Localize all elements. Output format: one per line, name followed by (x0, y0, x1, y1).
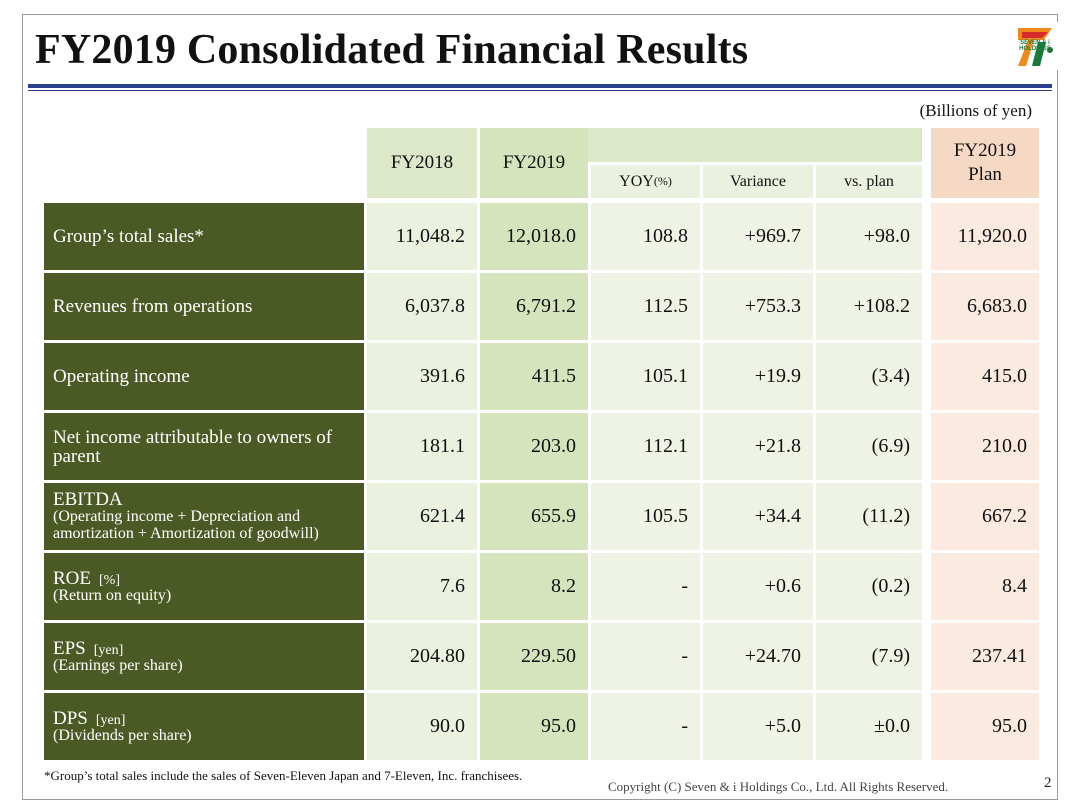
row-label-main: Net income attributable to owners of par… (53, 426, 333, 467)
row-label-main: Operating income (53, 366, 190, 387)
header-fy2019: FY2019 (480, 128, 588, 198)
title-rule-thin (28, 90, 1052, 91)
row-label-unit: [%] (99, 572, 120, 588)
cell-vs-plan: (11.2) (816, 483, 922, 550)
cell-plan: 6,683.0 (931, 273, 1039, 340)
cell-fy2018: 6,037.8 (367, 273, 477, 340)
cell-plan: 237.41 (931, 623, 1039, 690)
header-yoy-unit: (%) (653, 174, 672, 188)
cell-fy2018: 7.6 (367, 553, 477, 620)
cell-variance: +5.0 (703, 693, 813, 760)
cell-variance: +21.8 (703, 413, 813, 480)
row-label-sub: (Return on equity) (53, 586, 172, 604)
seven-i-holdings-logo (1010, 22, 1060, 70)
table-row: EPS [yen] (Earnings per share) 204.80 229.… (44, 623, 1039, 690)
table-row: Operating income 391.6 411.5 105.1 +19.9… (44, 343, 1039, 410)
cell-vs-plan: (7.9) (816, 623, 922, 690)
cell-plan: 667.2 (931, 483, 1039, 550)
row-label-sub: (Earnings per share) (53, 656, 183, 674)
row-label: Group’s total sales* (44, 203, 364, 270)
cell-yoy: 112.5 (591, 273, 700, 340)
copyright: Copyright (C) Seven & i Holdings Co., Lt… (608, 779, 949, 794)
cell-fy2019: 655.9 (480, 483, 588, 550)
row-label-sub: (Operating income + Depreciation and amo… (53, 508, 319, 542)
cell-variance: +24.70 (703, 623, 813, 690)
cell-fy2018: 391.6 (367, 343, 477, 410)
header-plan-line1: FY2019 (953, 140, 1017, 162)
cell-fy2018: 204.80 (367, 623, 477, 690)
row-label: EPS [yen] (Earnings per share) (44, 623, 364, 690)
row-label: Revenues from operations (44, 273, 364, 340)
footnote: *Group’s total sales include the sales o… (44, 768, 523, 783)
cell-plan: 8.4 (931, 553, 1039, 620)
cell-vs-plan: ±0.0 (816, 693, 922, 760)
header-plan-line2: Plan (968, 164, 1002, 185)
page-number: 2 (1044, 775, 1052, 791)
cell-yoy: - (591, 693, 700, 760)
table-row: EBITDA (Operating income + Depreciation a… (44, 483, 1039, 550)
cell-yoy: - (591, 553, 700, 620)
cell-yoy: 105.5 (591, 483, 700, 550)
cell-vs-plan: +108.2 (816, 273, 922, 340)
table-row: DPS [yen] (Dividends per share) 90.0 95.0 … (44, 693, 1039, 760)
cell-plan: 95.0 (931, 693, 1039, 760)
cell-variance: +34.4 (703, 483, 813, 550)
cell-yoy: 108.8 (591, 203, 700, 270)
row-label-main: Revenues from operations (53, 296, 253, 317)
row-label-main: Group’s total sales* (53, 226, 204, 247)
cell-plan: 210.0 (931, 413, 1039, 480)
cell-vs-plan: (3.4) (816, 343, 922, 410)
unit-note: (Billions of yen) (919, 101, 1032, 120)
cell-plan: 11,920.0 (931, 203, 1039, 270)
cell-fy2019: 12,018.0 (480, 203, 588, 270)
cell-yoy: 112.1 (591, 413, 700, 480)
row-label-main: EBITDA (53, 489, 123, 511)
header-yoy: YOY (%) (591, 165, 700, 198)
cell-fy2018: 181.1 (367, 413, 477, 480)
row-label-unit: [yen] (95, 712, 126, 728)
cell-variance: +19.9 (703, 343, 813, 410)
cell-fy2018: 621.4 (367, 483, 477, 550)
row-label: EBITDA (Operating income + Depreciation a… (44, 483, 364, 550)
cell-fy2018: 90.0 (367, 693, 477, 760)
cell-fy2019: 229.50 (480, 623, 588, 690)
row-label-main: ROE (53, 567, 91, 589)
header-vs-plan: vs. plan (816, 165, 922, 198)
cell-vs-plan: (6.9) (816, 413, 922, 480)
row-label-unit: [yen] (93, 642, 124, 658)
table-row: Revenues from operations 6,037.8 6,791.2… (44, 273, 1039, 340)
table-row: Group’s total sales* 11,048.2 12,018.0 1… (44, 203, 1039, 270)
row-label-sub: (Dividends per share) (53, 726, 192, 744)
header-fy2018: FY2018 (367, 128, 477, 198)
row-label: DPS [yen] (Dividends per share) (44, 693, 364, 760)
header-variance: Variance (703, 165, 813, 198)
row-label: ROE [%] (Return on equity) (44, 553, 364, 620)
cell-vs-plan: +98.0 (816, 203, 922, 270)
cell-fy2019: 8.2 (480, 553, 588, 620)
cell-fy2019: 95.0 (480, 693, 588, 760)
page-title: FY2019 Consolidated Financial Results (35, 27, 749, 73)
cell-vs-plan: (0.2) (816, 553, 922, 620)
cell-yoy: 105.1 (591, 343, 700, 410)
cell-plan: 415.0 (931, 343, 1039, 410)
cell-fy2019: 203.0 (480, 413, 588, 480)
cell-fy2019: 411.5 (480, 343, 588, 410)
cell-yoy: - (591, 623, 700, 690)
logo-text: SEVEN & i HOLDINGS (1019, 40, 1051, 52)
cell-fy2018: 11,048.2 (367, 203, 477, 270)
row-label-main: EPS (53, 637, 86, 659)
cell-variance: +753.3 (703, 273, 813, 340)
cell-variance: +969.7 (703, 203, 813, 270)
row-label: Net income attributable to owners of par… (44, 413, 364, 480)
table-row: ROE [%] (Return on equity) 7.6 8.2 - +0.6 … (44, 553, 1039, 620)
row-label: Operating income (44, 343, 364, 410)
header-fy2019-plan: FY2019 Plan (931, 128, 1039, 198)
header-yoy-label: YOY (619, 172, 654, 190)
cell-fy2019: 6,791.2 (480, 273, 588, 340)
title-rule (28, 84, 1052, 88)
table-row: Net income attributable to owners of par… (44, 413, 1039, 480)
cell-variance: +0.6 (703, 553, 813, 620)
row-label-main: DPS (53, 707, 88, 729)
